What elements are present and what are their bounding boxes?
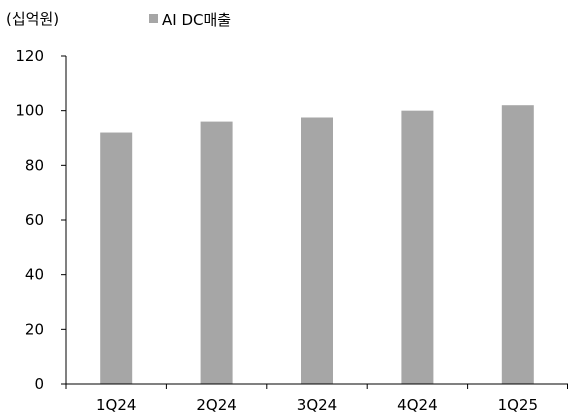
x-axis-labels: 1Q24 2Q24 3Q24 4Q24 1Q25	[96, 396, 538, 414]
y-axis-ticks: 0 20 40 60 80 100 120	[15, 47, 66, 393]
legend-swatch	[149, 14, 158, 23]
x-tick-label: 1Q25	[498, 396, 538, 414]
y-tick-label: 60	[25, 211, 44, 229]
legend-label: AI DC매출	[162, 11, 231, 29]
y-tick-label: 120	[15, 47, 44, 65]
x-tick-label: 2Q24	[196, 396, 236, 414]
bar-2q24	[200, 121, 233, 384]
bar-3q24	[301, 117, 333, 384]
bar-4q24	[401, 110, 434, 385]
x-tick-label: 1Q24	[96, 396, 136, 414]
x-tick-label: 3Q24	[297, 396, 337, 414]
legend: AI DC매출	[149, 11, 231, 29]
y-tick-label: 80	[25, 156, 44, 174]
x-axis-tick-marks	[65, 384, 568, 389]
bar-1q25	[501, 105, 534, 384]
y-tick-label: 40	[25, 266, 44, 284]
unit-label: (십억원)	[6, 10, 59, 28]
y-tick-label: 0	[34, 375, 44, 393]
y-tick-label: 100	[15, 102, 44, 120]
bar-1q24	[100, 132, 133, 384]
x-tick-label: 4Q24	[397, 396, 437, 414]
y-tick-label: 20	[25, 320, 44, 338]
bars	[100, 105, 534, 385]
